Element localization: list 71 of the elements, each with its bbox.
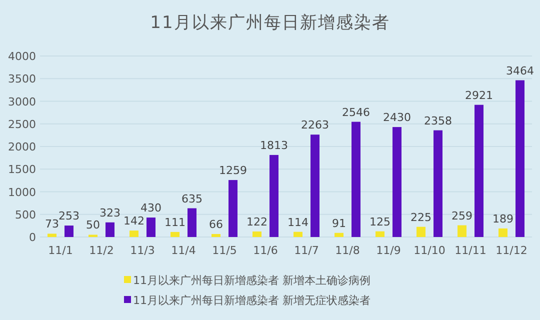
bar	[498, 228, 508, 237]
data-label: 253	[58, 210, 80, 223]
bar	[352, 122, 360, 237]
y-tick-label: 3000	[8, 95, 36, 108]
x-tick-label: 11/9	[376, 244, 401, 257]
bar	[64, 226, 74, 237]
bar	[146, 218, 156, 237]
bar	[310, 134, 320, 237]
data-label: 2358	[424, 114, 452, 128]
bar	[228, 180, 238, 237]
data-label: 66	[209, 218, 223, 232]
bar	[188, 208, 196, 237]
bar	[48, 234, 56, 237]
data-label: 73	[45, 218, 59, 231]
data-label: 430	[140, 202, 162, 215]
y-tick-label: 0	[29, 231, 36, 244]
chart-title: 11月以来广州每日新增感染者	[150, 13, 390, 33]
data-label: 323	[100, 206, 120, 220]
x-tick-label: 11/4	[171, 244, 196, 257]
data-label: 3464	[506, 64, 534, 78]
data-label: 2546	[342, 106, 370, 119]
y-tick-label: 4000	[8, 50, 36, 63]
x-tick-label: 11/11	[454, 244, 486, 257]
bar	[294, 232, 302, 237]
x-tick-label: 11/3	[130, 244, 155, 257]
data-label: 259	[452, 209, 472, 222]
x-tick-label: 11/1	[48, 244, 73, 257]
bar	[334, 232, 344, 237]
y-tick-label: 2000	[8, 140, 36, 154]
bar	[416, 226, 426, 237]
y-tick-label: 3500	[8, 72, 36, 86]
bar	[376, 231, 384, 237]
data-label: 142	[124, 214, 144, 228]
data-label: 1259	[219, 164, 247, 178]
y-tick-label: 1500	[8, 163, 36, 176]
x-tick-label: 11/2	[89, 244, 114, 257]
data-label: 91	[332, 216, 346, 230]
x-tick-label: 11/7	[294, 244, 319, 257]
x-tick-label: 11/12	[496, 244, 528, 257]
x-tick-label: 11/10	[414, 244, 446, 257]
data-label: 225	[410, 210, 432, 224]
data-label: 635	[182, 192, 202, 206]
data-label: 2430	[383, 111, 411, 124]
data-label: 189	[492, 212, 514, 226]
x-tick-label: 11/8	[335, 244, 360, 257]
bar	[392, 127, 402, 237]
bar	[474, 104, 484, 237]
bar	[434, 130, 442, 237]
legend-label: 11月以来广州每日新增感染者 新增本土确诊病例	[133, 274, 370, 287]
data-label: 125	[370, 215, 390, 228]
data-label: 114	[288, 216, 308, 229]
y-tick-label: 500	[15, 208, 36, 222]
legend-label: 11月以来广州每日新增感染者 新增无症状感染者	[133, 294, 370, 307]
y-tick-label: 1000	[8, 186, 36, 199]
data-label: 50	[86, 218, 100, 232]
bar	[130, 230, 138, 237]
data-label: 2921	[465, 88, 493, 102]
bar	[252, 231, 262, 237]
data-label: 111	[164, 216, 186, 229]
data-label: 2263	[301, 118, 329, 132]
bar	[106, 222, 114, 237]
bar	[458, 225, 466, 237]
bar	[170, 232, 180, 237]
y-tick-label: 2500	[8, 118, 36, 131]
x-tick-label: 11/5	[212, 244, 237, 257]
bar	[212, 234, 220, 237]
data-label: 1813	[260, 138, 288, 152]
bar	[270, 154, 278, 237]
bar	[516, 80, 524, 237]
x-tick-label: 11/6	[253, 244, 278, 257]
data-label: 122	[246, 215, 268, 228]
